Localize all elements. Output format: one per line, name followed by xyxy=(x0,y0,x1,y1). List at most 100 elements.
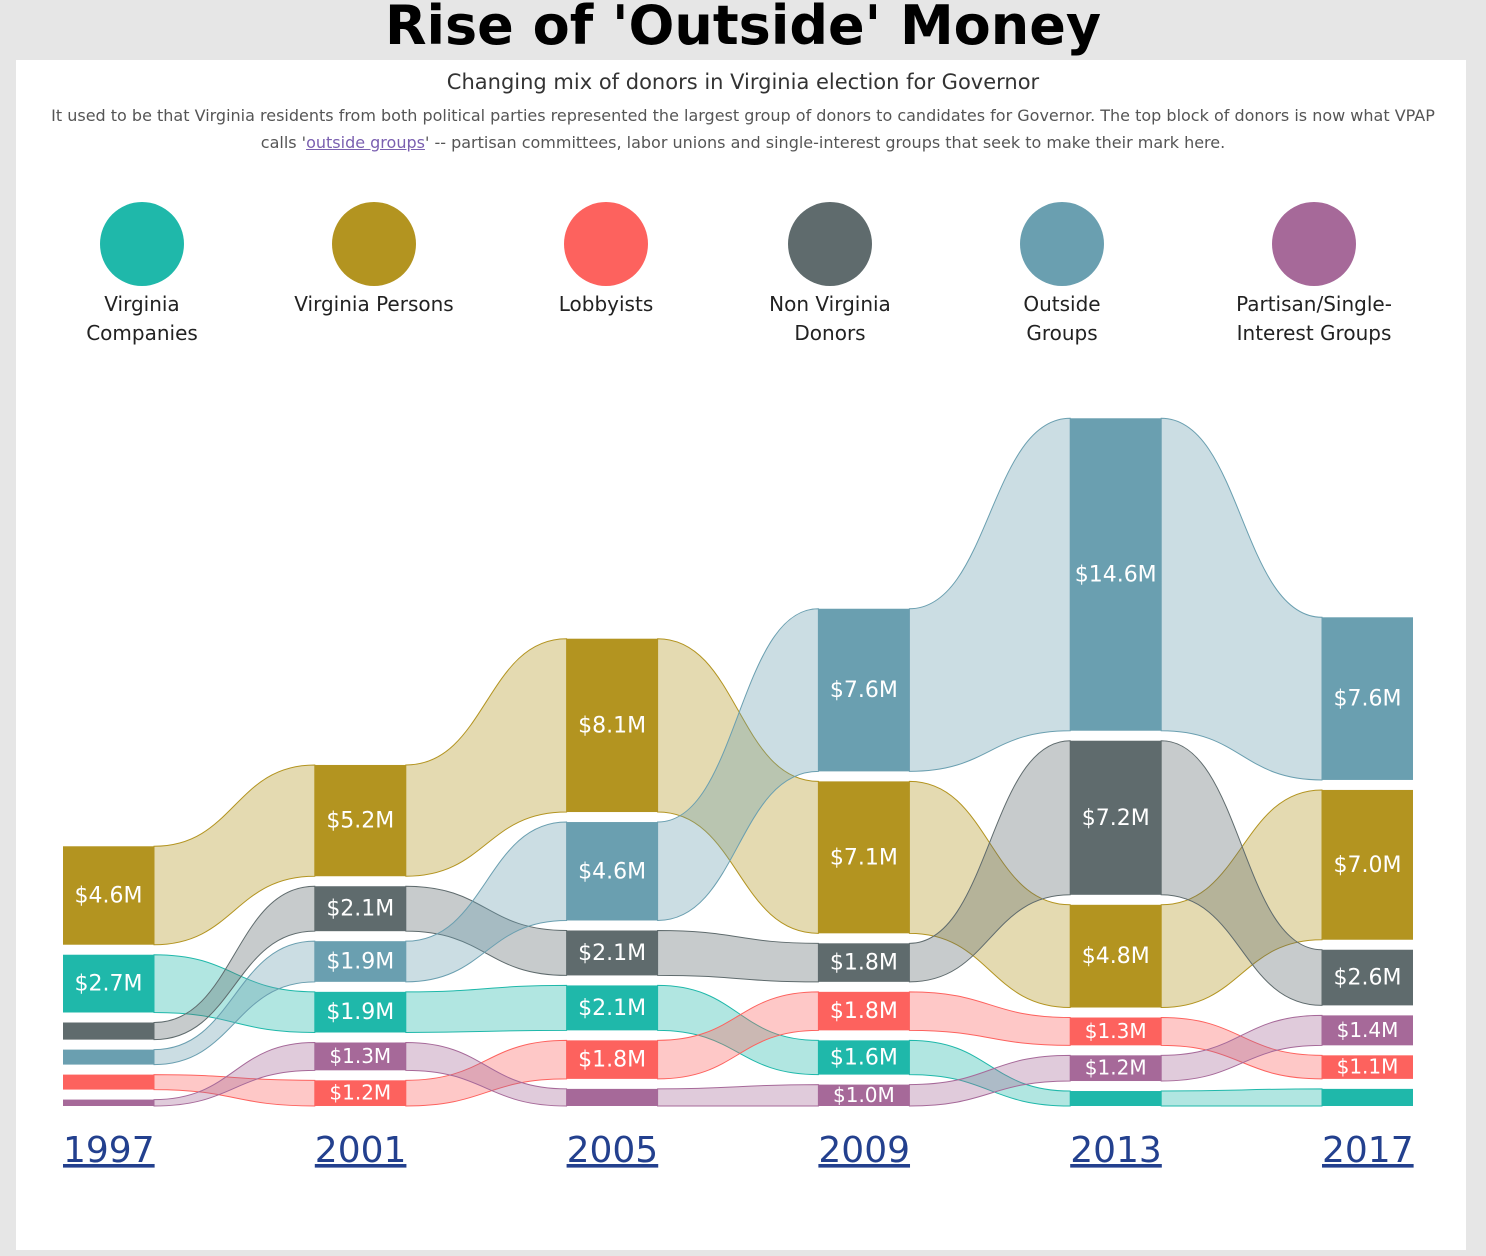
legend-marker xyxy=(788,202,872,286)
ribbon xyxy=(1160,1088,1323,1107)
data-label: $2.1M xyxy=(578,941,646,966)
data-label: $7.6M xyxy=(830,678,898,703)
bar xyxy=(1070,904,1162,1008)
bar xyxy=(1322,617,1413,780)
chart-subtitle: Changing mix of donors in Virginia elect… xyxy=(446,70,1040,94)
data-label: $1.0M xyxy=(833,1083,895,1107)
x-tick-label[interactable]: 1997 xyxy=(63,1130,155,1171)
bar xyxy=(63,1099,154,1106)
legend-label: Virginia Companies xyxy=(86,292,198,345)
bar xyxy=(314,886,406,932)
x-tick-label[interactable]: 2017 xyxy=(1322,1130,1414,1171)
data-label: $1.9M xyxy=(326,950,394,975)
data-label: $2.6M xyxy=(1334,966,1402,991)
data-label: $7.2M xyxy=(1082,806,1150,831)
bar xyxy=(818,608,910,772)
bar xyxy=(314,1042,406,1071)
bar xyxy=(1322,1088,1413,1106)
bar xyxy=(1070,418,1162,731)
bars: $2.7M $1.9M $2.1M $1.6M $4.6M $5.2M $8.1M $7.1M… xyxy=(63,418,1413,1107)
data-label: $2.1M xyxy=(578,996,646,1021)
ribbons xyxy=(153,417,1323,1107)
legend-marker xyxy=(1020,202,1104,286)
data-label: $1.3M xyxy=(1085,1019,1147,1043)
data-label: $4.6M xyxy=(75,884,143,909)
ribbon xyxy=(1160,417,1323,781)
legend-label: Outside Groups xyxy=(1023,292,1101,345)
bar xyxy=(566,985,658,1031)
legend-marker xyxy=(564,202,648,286)
description: It used to be that Virginia residents fr… xyxy=(50,102,1436,156)
x-tick-label[interactable]: 2001 xyxy=(315,1130,407,1171)
data-label: $1.1M xyxy=(1337,1055,1399,1079)
legend-marker xyxy=(1272,202,1356,286)
data-label: $7.6M xyxy=(1334,687,1402,712)
bar xyxy=(818,1084,910,1106)
ribbon xyxy=(1160,740,1323,1006)
bar xyxy=(818,991,910,1031)
data-label: $1.8M xyxy=(830,951,898,976)
panel xyxy=(16,60,1466,1250)
legend-label: Partisan/Single-Interest Groups xyxy=(1236,292,1392,345)
bar xyxy=(1070,1091,1162,1106)
data-label: $7.1M xyxy=(830,845,898,870)
bar xyxy=(63,1049,154,1065)
data-label: $1.9M xyxy=(326,1000,394,1025)
legend-label: Lobbyists xyxy=(558,292,654,316)
data-label: $14.6M xyxy=(1075,563,1157,588)
bar xyxy=(818,781,910,934)
description-text: ' -- partisan committees, labor unions a… xyxy=(424,133,1226,152)
bar xyxy=(314,991,406,1033)
data-label: $4.8M xyxy=(1082,944,1150,969)
bar xyxy=(63,1022,154,1040)
bar xyxy=(1322,789,1413,940)
bar xyxy=(63,954,154,1013)
x-tick-label[interactable]: 2013 xyxy=(1070,1130,1162,1171)
data-label: $2.7M xyxy=(75,972,143,997)
bar xyxy=(63,846,154,945)
bar xyxy=(1070,1055,1162,1082)
bar xyxy=(1070,740,1162,895)
data-label: $1.2M xyxy=(329,1081,391,1105)
data-label: $1.2M xyxy=(1085,1056,1147,1080)
legend-marker xyxy=(332,202,416,286)
bar xyxy=(566,1088,658,1106)
data-label: $4.6M xyxy=(578,859,646,884)
bar xyxy=(818,943,910,982)
bar xyxy=(1322,1015,1413,1046)
data-label: $1.6M xyxy=(830,1045,898,1070)
ribbon xyxy=(153,1074,316,1107)
data-label: $1.3M xyxy=(329,1044,391,1068)
bar xyxy=(1322,949,1413,1006)
ribbon xyxy=(657,929,819,983)
data-label: $7.0M xyxy=(1334,853,1402,878)
ribbon xyxy=(908,417,1071,772)
data-label: $2.1M xyxy=(326,897,394,922)
bar xyxy=(566,1040,658,1079)
data-label: $1.8M xyxy=(578,1048,646,1073)
data-label: $1.4M xyxy=(1337,1018,1399,1042)
x-tick-label[interactable]: 2009 xyxy=(818,1130,910,1171)
bar xyxy=(314,1080,406,1106)
description-text: It used to be that Virginia residents fr… xyxy=(51,106,1435,152)
bar xyxy=(818,1040,910,1075)
bar xyxy=(566,822,658,921)
bar xyxy=(566,930,658,976)
bar xyxy=(566,638,658,813)
bar xyxy=(1322,1055,1413,1079)
ribbon xyxy=(657,1084,819,1107)
data-label: $8.1M xyxy=(578,713,646,738)
legend-marker xyxy=(100,202,184,286)
bar xyxy=(1070,1017,1162,1046)
bar xyxy=(314,941,406,982)
ribbon xyxy=(405,984,568,1034)
legend-label: Non Virginia Donors xyxy=(769,292,891,345)
bar xyxy=(63,1074,154,1090)
ribbon xyxy=(908,740,1071,983)
data-label: $5.2M xyxy=(326,809,394,834)
x-tick-label[interactable]: 2005 xyxy=(567,1130,659,1171)
description-link[interactable]: outside groups xyxy=(306,133,425,152)
bar xyxy=(314,764,406,877)
